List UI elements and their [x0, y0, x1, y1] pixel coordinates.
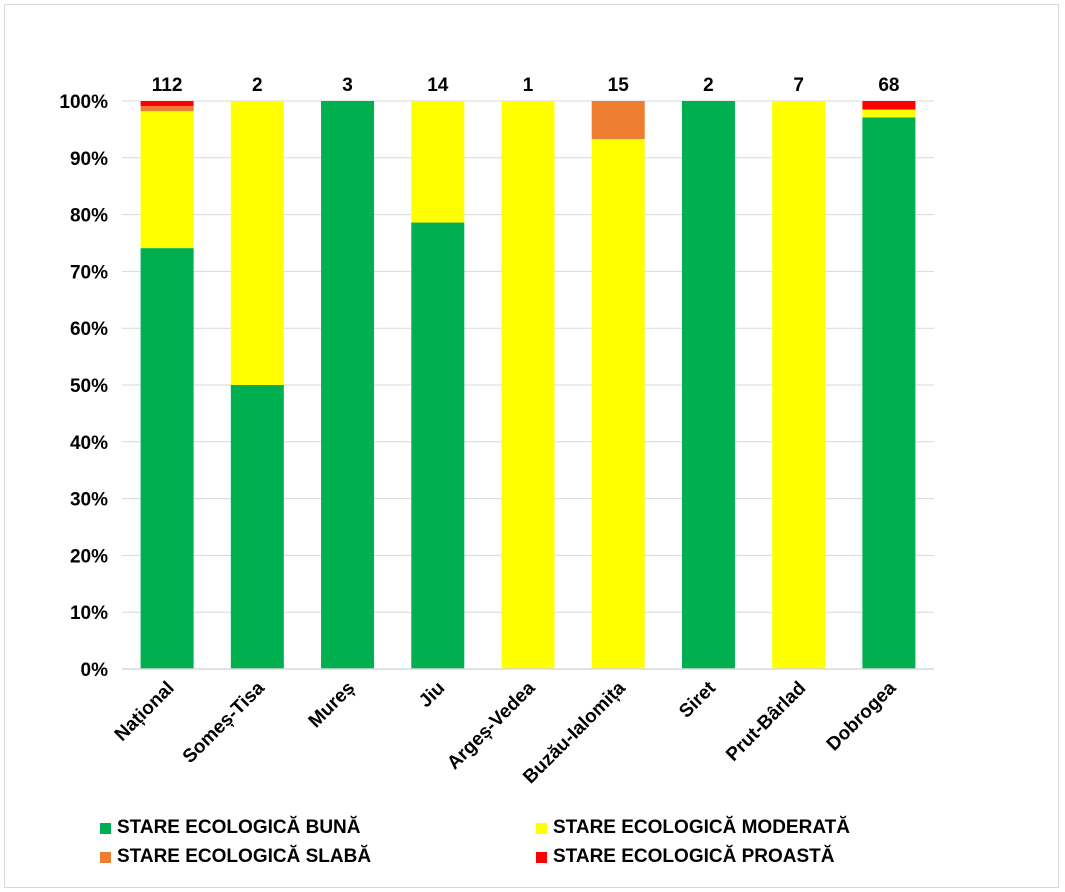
x-tick-label: Mureș [305, 678, 359, 732]
bar-segment [591, 139, 645, 669]
total-label: 2 [252, 75, 263, 96]
legend-label: STARE ECOLOGICĂ SLABĂ [117, 846, 372, 867]
x-tick-label: Jiu [415, 678, 449, 712]
y-tick-label: 30% [70, 490, 108, 511]
legend-swatch [100, 822, 111, 834]
bar-segment [140, 248, 194, 669]
legend-item-proasta: STARE ECOLOGICĂ PROASTĂ [536, 846, 835, 868]
bar-segment [862, 109, 916, 118]
total-label: 2 [703, 75, 714, 96]
y-tick-label: 60% [70, 319, 108, 340]
y-tick-label: 100% [59, 92, 108, 113]
legend-label: STARE ECOLOGICĂ BUNĂ [117, 817, 361, 838]
total-label: 68 [878, 75, 899, 96]
x-tick-label: Prut-Bârlad [722, 678, 810, 766]
y-tick-label: 20% [70, 546, 108, 567]
bar-segment [681, 101, 735, 669]
legend-item-buna: STARE ECOLOGICĂ BUNĂ [100, 817, 360, 839]
x-tick-label: Siret [675, 677, 720, 722]
legend-label: STARE ECOLOGICĂ MODERATĂ [553, 817, 850, 838]
legend-swatch [100, 851, 111, 863]
bar-segment [411, 101, 465, 223]
bar-segment [591, 101, 645, 140]
legend-swatch [536, 822, 547, 834]
x-tick-label: Someș-Tisa [179, 677, 269, 767]
x-tick-label: Argeș-Vedea [443, 677, 540, 774]
bars [140, 101, 916, 670]
y-tick-label: 90% [70, 149, 108, 170]
total-label: 14 [427, 75, 449, 96]
y-tick-label: 80% [70, 206, 108, 227]
bar-segment [230, 385, 284, 669]
y-tick-label: 0% [81, 660, 109, 681]
bar-segment [140, 111, 194, 249]
bar-segment [862, 101, 916, 110]
y-tick-label: 70% [70, 262, 108, 283]
total-label: 7 [793, 75, 804, 96]
y-tick-label: 10% [70, 603, 108, 624]
x-axis-ticks: Național Someș-Tisa Mureș JiuArgeș-VedeaBuz… [111, 677, 901, 788]
y-tick-label: 50% [70, 376, 108, 397]
total-label: 112 [152, 75, 183, 96]
legend-item-moderata: STARE ECOLOGICĂ MODERATĂ [536, 817, 850, 839]
total-label: 3 [342, 75, 353, 96]
y-axis-ticks: 0% 10% 20% 30% 40% 50% 60% 70% 80% 90% 100% [59, 92, 108, 681]
chart-frame [4, 4, 1059, 888]
legend-swatch [536, 851, 547, 863]
x-tick-label: Național [111, 678, 179, 746]
bar-segment [501, 101, 555, 669]
bar-segment [140, 106, 194, 112]
x-tick-label: Dobrogea [823, 677, 901, 755]
total-labels: 112 2 3 14 1 15 2 7 68 [152, 75, 900, 96]
total-label: 1 [523, 75, 534, 96]
bar-segment [772, 101, 826, 669]
bar-segment [411, 222, 465, 669]
y-tick-label: 40% [70, 433, 108, 454]
total-label: 15 [608, 75, 630, 96]
bar-segment [230, 101, 284, 385]
bar-segment [321, 101, 375, 669]
bar-segment [140, 101, 194, 107]
bar-segment [862, 117, 916, 670]
legend-item-slaba: STARE ECOLOGICĂ SLABĂ [100, 846, 371, 868]
legend-label: STARE ECOLOGICĂ PROASTĂ [553, 846, 835, 867]
